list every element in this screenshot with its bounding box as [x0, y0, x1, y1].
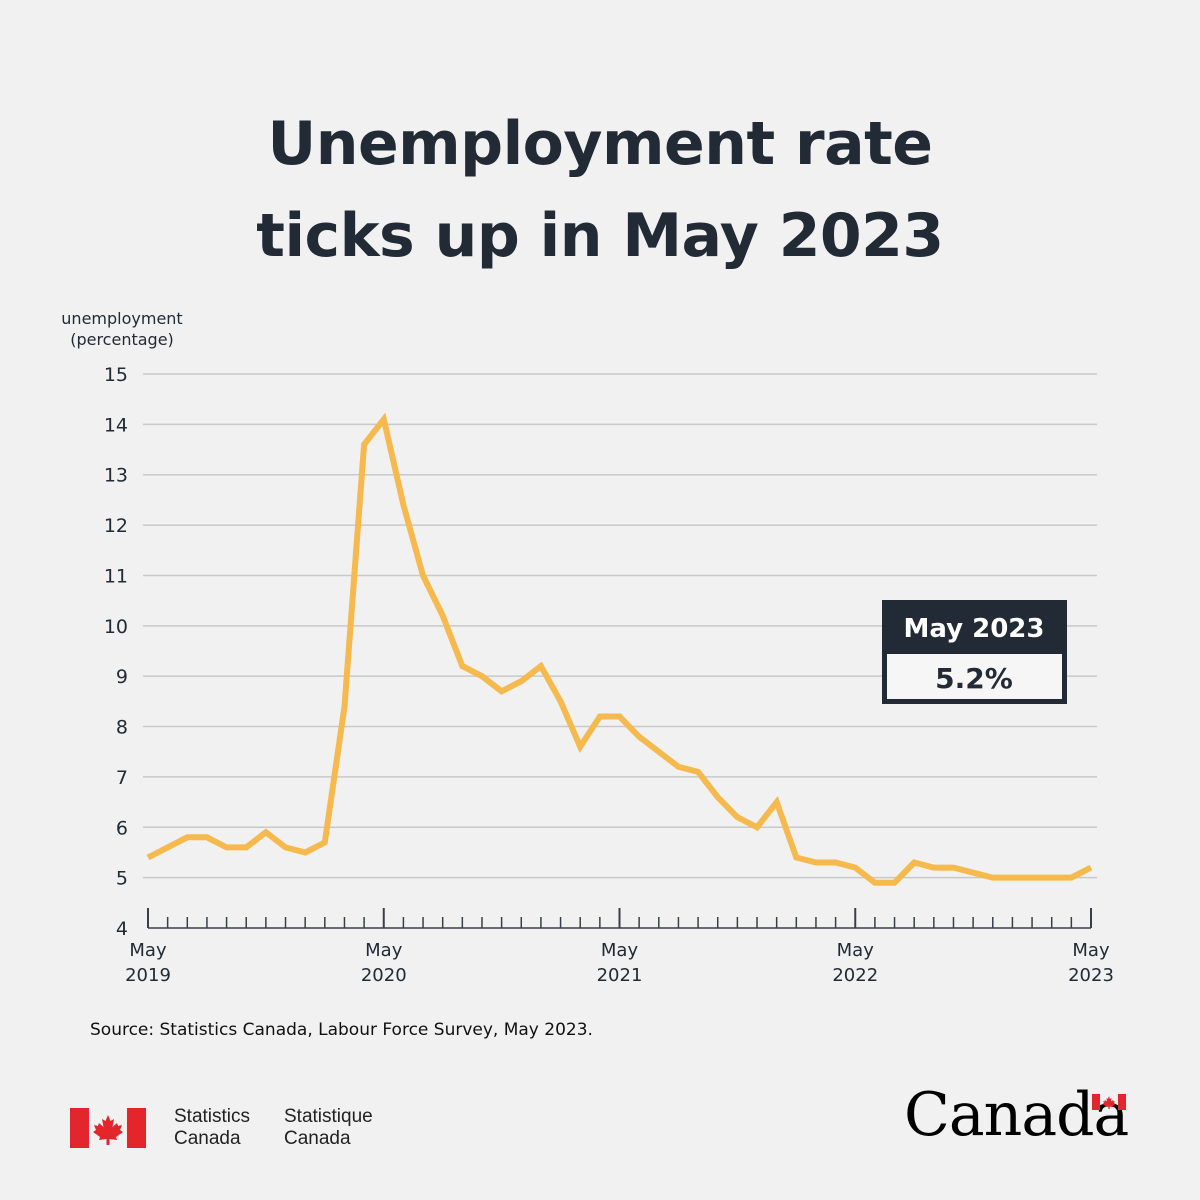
y-tick-label-12: 12	[104, 515, 128, 537]
signature-french: Statistique Canada	[284, 1106, 373, 1150]
x-tick-label-year-36: 2022	[832, 965, 878, 986]
callout-header: May 2023	[904, 614, 1045, 644]
signature-english-line-1: Statistics	[174, 1106, 251, 1127]
chart-title-line-1: Unemployment rate	[267, 109, 933, 179]
signature-french-line-2: Canada	[284, 1128, 351, 1149]
wordmark-flag-icon	[1092, 1094, 1126, 1110]
unemployment-series-line	[146, 412, 1093, 886]
signature-english-line-2: Canada	[174, 1128, 241, 1149]
y-tick-label-11: 11	[104, 565, 128, 587]
x-tick-label-year-12: 2020	[361, 965, 407, 986]
chart-title: Unemployment rate ticks up in May 2023	[0, 98, 1200, 282]
y-tick-label-4: 4	[116, 918, 128, 940]
canada-wordmark: Canada	[904, 1080, 1129, 1150]
x-axis	[147, 908, 1092, 929]
x-tick-label-month-36: May	[837, 940, 875, 961]
callout-value: 5.2%	[935, 662, 1013, 695]
y-tick-label-6: 6	[116, 817, 128, 839]
x-tick-label-month-12: May	[365, 940, 403, 961]
y-tick-label-9: 9	[116, 666, 128, 688]
x-tick-label-month-24: May	[601, 940, 639, 961]
y-tick-label-10: 10	[104, 616, 128, 638]
y-axis-label-line-2: (percentage)	[70, 330, 174, 349]
x-tick-label-year-0: 2019	[125, 965, 171, 986]
callout-value-box	[887, 654, 1062, 699]
latest-value-callout: May 2023 5.2%	[882, 600, 1067, 704]
source-note: Source: Statistics Canada, Labour Force …	[90, 1020, 593, 1040]
y-tick-labels: 4 5 6 7 8 9 10 11 12 13 14 15	[104, 364, 128, 940]
y-tick-label-15: 15	[104, 364, 128, 386]
x-tick-label-year-24: 2021	[597, 965, 643, 986]
x-tick-labels: May 2019 May 2020 May 2021 May 2022 May 2023	[125, 940, 1114, 986]
y-axis-label-line-1: unemployment	[61, 309, 182, 328]
x-tick-label-month-48: May	[1072, 940, 1110, 961]
grid-lines	[143, 373, 1097, 879]
x-tick-label-year-48: 2023	[1068, 965, 1114, 986]
chart-title-line-2: ticks up in May 2023	[256, 201, 944, 271]
y-tick-label-14: 14	[104, 414, 128, 436]
canada-flag-icon	[70, 1108, 146, 1148]
signature-french-line-1: Statistique	[284, 1106, 373, 1127]
unemployment-line-chart: unemployment (percentage) 4 5 6 7 8 9 10 11 12 13…	[61, 309, 1114, 986]
y-tick-label-7: 7	[116, 767, 128, 789]
y-tick-label-5: 5	[116, 868, 128, 890]
signature-english: Statistics Canada	[174, 1106, 250, 1150]
y-tick-label-13: 13	[104, 465, 128, 487]
x-tick-label-month-0: May	[129, 940, 167, 961]
y-tick-label-8: 8	[116, 717, 128, 739]
